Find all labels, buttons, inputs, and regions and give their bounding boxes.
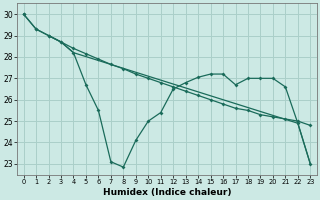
- X-axis label: Humidex (Indice chaleur): Humidex (Indice chaleur): [103, 188, 231, 197]
